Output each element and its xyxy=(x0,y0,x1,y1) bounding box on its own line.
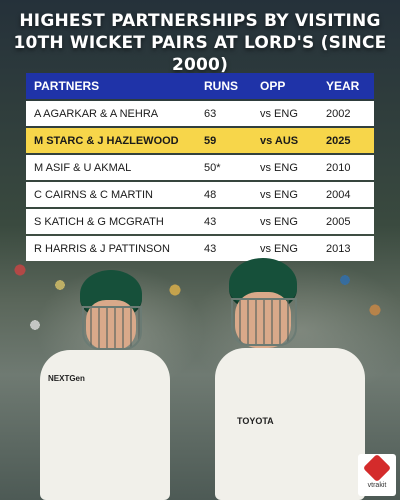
cell-year: 2005 xyxy=(326,215,351,228)
vtrakit-logo-icon: vtrakit xyxy=(358,453,396,496)
cell-partners: M STARC & J HAZLEWOOD xyxy=(34,134,179,147)
cell-runs: 59 xyxy=(204,134,217,147)
header-runs: RUNS xyxy=(204,79,239,93)
cell-partners: M ASIF & U AKMAL xyxy=(34,161,132,174)
table-row: C CAIRNS & C MARTIN 48 vs ENG 2004 xyxy=(26,182,374,207)
cell-year: 2025 xyxy=(326,134,351,147)
table-row: A AGARKAR & A NEHRA 63 vs ENG 2002 xyxy=(26,101,374,126)
cell-opp: vs AUS xyxy=(260,134,299,147)
player-left-figure: NEXTGen xyxy=(40,270,170,500)
cell-runs: 43 xyxy=(204,215,217,228)
shirt-sponsor-left: NEXTGen xyxy=(48,374,85,383)
cell-partners: C CAIRNS & C MARTIN xyxy=(34,188,153,201)
cell-year: 2002 xyxy=(326,107,351,120)
brand-name: vtrakit xyxy=(367,482,387,489)
player-right-figure: TOYOTA xyxy=(215,258,365,500)
table-header: PARTNERS RUNS OPP YEAR xyxy=(26,73,374,99)
cell-runs: 63 xyxy=(204,107,217,120)
player-shirt xyxy=(40,350,170,500)
page-title: HIGHEST PARTNERSHIPS BY VISITING 10TH WI… xyxy=(0,10,400,76)
table-row: S KATICH & G MCGRATH 43 vs ENG 2005 xyxy=(26,209,374,234)
cell-runs: 50* xyxy=(204,161,221,174)
cell-partners: R HARRIS & J PATTINSON xyxy=(34,242,170,255)
header-opp: OPP xyxy=(260,79,286,93)
cell-opp: vs ENG xyxy=(260,188,298,201)
cell-year: 2013 xyxy=(326,242,351,255)
cell-opp: vs ENG xyxy=(260,242,298,255)
shirt-sponsor-right: TOYOTA xyxy=(237,416,274,426)
cell-year: 2010 xyxy=(326,161,351,174)
cell-opp: vs ENG xyxy=(260,215,298,228)
cell-opp: vs ENG xyxy=(260,107,298,120)
helmet-grille xyxy=(231,298,297,346)
title-line-1: HIGHEST PARTNERSHIPS BY VISITING xyxy=(19,11,381,31)
cell-year: 2004 xyxy=(326,188,351,201)
header-year: YEAR xyxy=(326,79,360,93)
table-row-highlighted: M STARC & J HAZLEWOOD 59 vs AUS 2025 xyxy=(26,128,374,153)
title-line-2: 10TH WICKET PAIRS AT LORD'S (SINCE 2000) xyxy=(13,33,387,75)
header-partners: PARTNERS xyxy=(34,79,100,93)
cell-partners: S KATICH & G MCGRATH xyxy=(34,215,164,228)
table-row: R HARRIS & J PATTINSON 43 vs ENG 2013 xyxy=(26,236,374,261)
helmet-grille xyxy=(82,306,142,350)
partnerships-table: PARTNERS RUNS OPP YEAR A AGARKAR & A NEH… xyxy=(26,73,374,261)
cell-opp: vs ENG xyxy=(260,161,298,174)
cell-partners: A AGARKAR & A NEHRA xyxy=(34,107,159,120)
cell-runs: 48 xyxy=(204,188,217,201)
player-shirt xyxy=(215,348,365,500)
brand-mark xyxy=(362,453,392,483)
cell-runs: 43 xyxy=(204,242,217,255)
table-row: M ASIF & U AKMAL 50* vs ENG 2010 xyxy=(26,155,374,180)
